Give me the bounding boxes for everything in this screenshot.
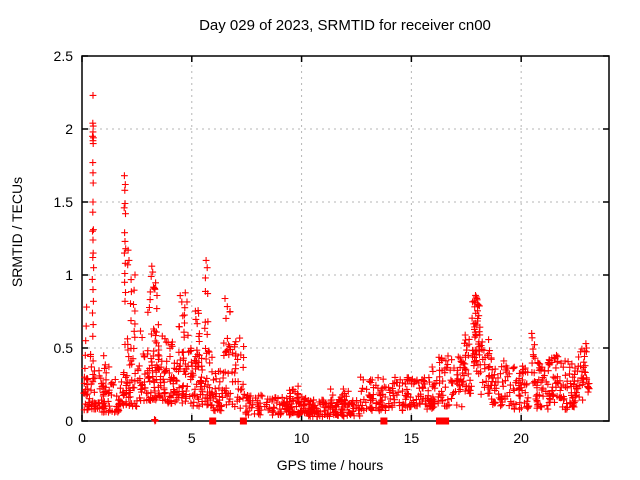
y-tick-label: 0.5: [54, 340, 74, 356]
y-tick-label: 2.5: [54, 48, 74, 64]
event-square-marker: [209, 417, 217, 425]
tick-labels: 0 5 10 15 20 0 0.5 1 1.5 2 2.5: [54, 48, 530, 446]
chart-title: Day 029 of 2023, SRMTID for receiver cn0…: [199, 17, 491, 34]
event-squares: [209, 417, 450, 425]
x-tick-label: 5: [188, 430, 196, 446]
y-axis-label: SRMTID / TECUs: [9, 177, 25, 287]
x-tick-label: 15: [404, 430, 420, 446]
event-square-marker: [442, 417, 450, 425]
x-tick-label: 0: [78, 430, 86, 446]
y-tick-label: 0: [65, 413, 73, 429]
srmtid-plus-markers: [80, 92, 593, 425]
x-tick-label: 20: [513, 430, 529, 446]
event-square-marker: [239, 417, 247, 425]
scatter-points: [80, 92, 593, 425]
axis-ticks: [81, 55, 609, 422]
x-tick-label: 10: [294, 430, 310, 446]
y-tick-label: 1: [65, 267, 73, 283]
plot-frame: [81, 55, 610, 422]
event-square-marker: [380, 417, 388, 425]
y-tick-label: 2: [65, 121, 73, 137]
y-tick-label: 1.5: [54, 194, 74, 210]
x-axis-label: GPS time / hours: [277, 457, 384, 473]
